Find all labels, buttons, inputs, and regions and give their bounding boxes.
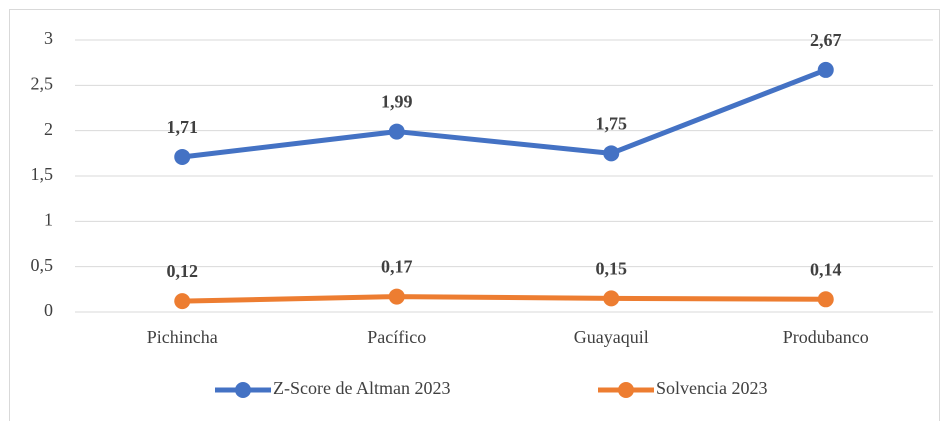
data-label: 1,99	[381, 92, 413, 112]
data-label: 0,15	[596, 259, 628, 279]
data-point	[174, 293, 191, 310]
y-tick-label: 3	[44, 28, 53, 48]
y-tick-label: 0	[44, 300, 53, 320]
data-point	[817, 291, 834, 308]
data-label: 2,67	[810, 30, 842, 50]
y-tick-label: 1,5	[31, 164, 54, 184]
legend-label: Z-Score de Altman 2023	[273, 378, 450, 398]
series-line	[182, 294, 826, 304]
legend-marker	[235, 382, 251, 398]
legend-label: Solvencia 2023	[656, 378, 767, 398]
chart-border	[9, 9, 940, 421]
data-label: 0,14	[810, 259, 842, 279]
data-point	[817, 61, 834, 78]
series-line	[181, 67, 827, 160]
y-tick-label: 1	[44, 209, 53, 229]
data-point	[603, 145, 620, 162]
y-tick-label: 0,5	[31, 255, 54, 275]
data-label: 1,75	[596, 113, 628, 133]
data-label: 0,17	[381, 257, 413, 277]
data-label: 1,71	[167, 117, 199, 137]
x-tick-label: Guayaquil	[574, 327, 649, 347]
data-point	[174, 148, 191, 165]
data-point	[603, 290, 620, 307]
x-tick-label: Produbanco	[783, 327, 869, 347]
y-tick-label: 2,5	[31, 73, 54, 93]
x-tick-label: Pichincha	[147, 327, 218, 347]
x-tick-label: Pacífico	[367, 327, 426, 347]
legend-marker	[618, 382, 634, 398]
data-point	[388, 288, 405, 305]
data-point	[388, 123, 405, 140]
data-label: 0,12	[167, 261, 199, 281]
y-tick-label: 2	[44, 119, 53, 139]
